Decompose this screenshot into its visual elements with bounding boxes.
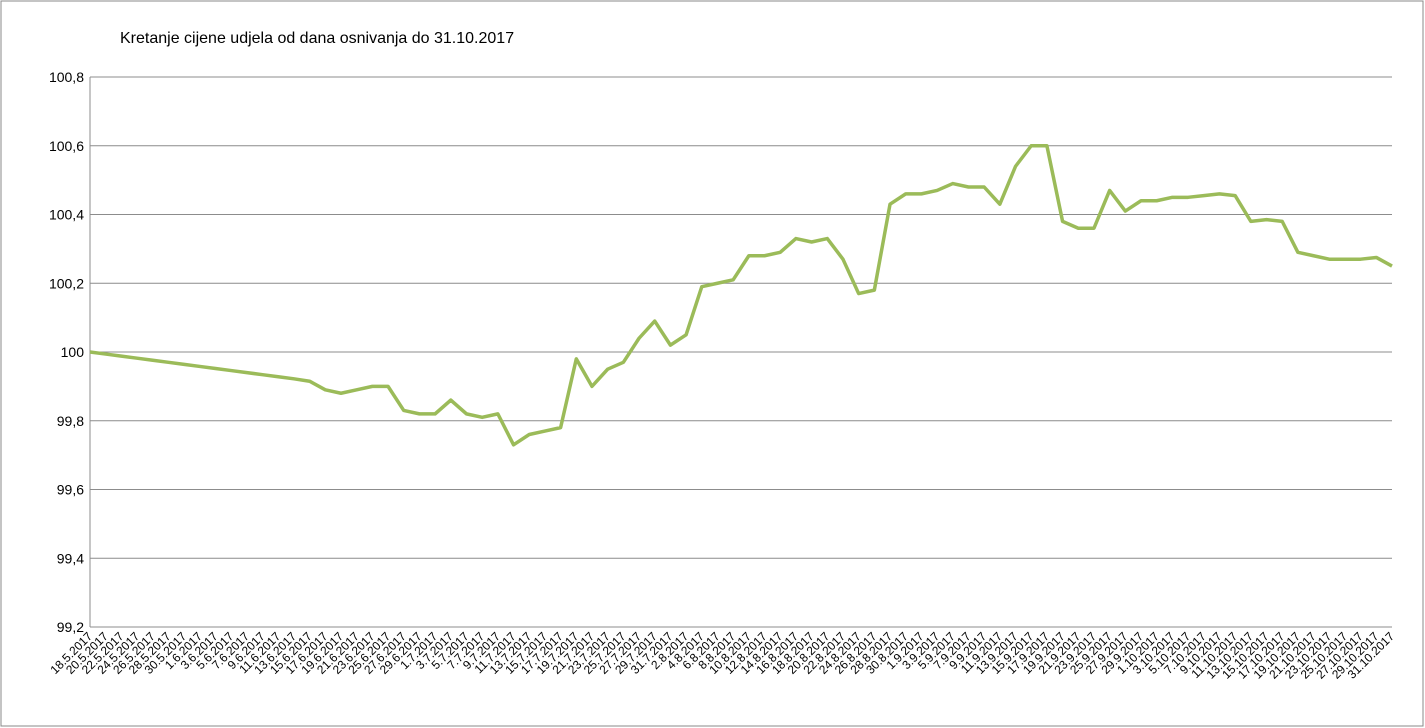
y-tick-label: 100,6 <box>49 138 84 154</box>
y-tick-label: 100 <box>61 344 85 360</box>
y-tick-label: 99,4 <box>57 550 84 566</box>
y-tick-label: 99,8 <box>57 413 84 429</box>
y-tick-label: 100,4 <box>49 207 84 223</box>
y-tick-label: 99,2 <box>57 619 84 635</box>
data-line <box>89 144 1393 447</box>
chart-title: Kretanje cijene udjela od dana osnivanja… <box>120 30 514 47</box>
y-tick-label: 99,6 <box>57 482 84 498</box>
y-tick-label: 100,2 <box>49 275 84 291</box>
y-tick-label: 100,8 <box>49 69 84 85</box>
